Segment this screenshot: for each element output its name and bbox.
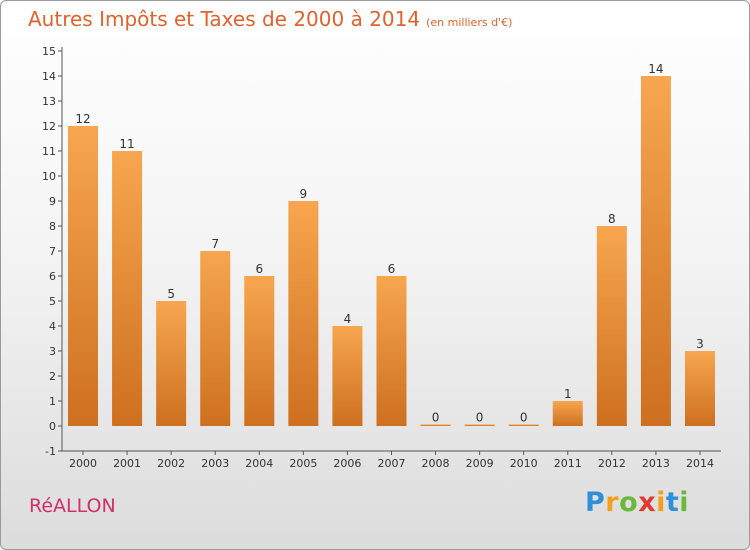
- logo-letter: o: [619, 487, 639, 518]
- x-tick-label: 2000: [69, 457, 97, 470]
- logo-letter: i: [656, 487, 666, 518]
- x-tick-label: 2007: [377, 457, 405, 470]
- bar: [508, 424, 539, 426]
- bar: [552, 401, 583, 426]
- data-label: 0: [476, 411, 484, 425]
- y-tick-label: 15: [42, 45, 56, 58]
- y-tick-label: 11: [42, 145, 56, 158]
- bar: [112, 151, 143, 426]
- y-tick-label: 1: [49, 395, 56, 408]
- bar: [68, 126, 98, 426]
- data-label: 1: [564, 387, 572, 401]
- bar: [596, 226, 627, 426]
- data-label: 6: [255, 262, 263, 276]
- x-tick-label: 2003: [201, 457, 229, 470]
- bar: [640, 76, 671, 426]
- y-tick-label: 13: [42, 95, 56, 108]
- data-label: 12: [75, 112, 90, 126]
- x-tick-label: 2010: [510, 457, 538, 470]
- data-label: 5: [167, 287, 175, 301]
- logo-letter: t: [665, 487, 680, 518]
- bar: [156, 301, 187, 426]
- bar: [200, 251, 231, 426]
- bar: [420, 424, 451, 426]
- x-tick-label: 2005: [289, 457, 317, 470]
- y-tick-label: 8: [49, 220, 56, 233]
- y-tick-label: 7: [49, 245, 56, 258]
- x-tick-label: 2009: [466, 457, 494, 470]
- x-tick-label: 2012: [598, 457, 626, 470]
- x-tick-label: 2008: [422, 457, 450, 470]
- y-tick-label: 5: [49, 295, 56, 308]
- bar: [288, 201, 319, 426]
- bar: [376, 276, 407, 426]
- data-label: 8: [608, 212, 616, 226]
- commune-name: RéALLON: [29, 495, 116, 517]
- value-labels: 12 11 5 7 6 9 4 6 0 0 0 1 8 14 3: [75, 62, 703, 425]
- y-tick-label: 12: [42, 120, 56, 133]
- x-tick-label: 2013: [642, 457, 670, 470]
- bar: [332, 326, 363, 426]
- y-tick-label: -1: [45, 445, 56, 458]
- x-tick-label: 2004: [245, 457, 273, 470]
- y-tick-label: 4: [49, 320, 56, 333]
- x-tick-label: 2011: [554, 457, 582, 470]
- data-label: 14: [648, 62, 663, 76]
- x-tick-label: 2001: [113, 457, 141, 470]
- data-label: 11: [119, 137, 134, 151]
- bar: [464, 424, 495, 426]
- bars: [68, 76, 715, 426]
- chart-unit: (en milliers d'€): [426, 16, 513, 29]
- chart-title-text: Autres Impôts et Taxes de 2000 à 2014: [28, 7, 421, 31]
- y-tick-label: 14: [42, 70, 56, 83]
- y-tick-label: 10: [42, 170, 56, 183]
- proxiti-logo: Proxiti: [585, 487, 689, 518]
- data-label: 4: [344, 312, 352, 326]
- data-label: 3: [696, 337, 704, 351]
- data-label: 7: [211, 237, 219, 251]
- x-tick-label: 2002: [157, 457, 185, 470]
- logo-letter: r: [605, 487, 620, 518]
- x-tick-label: 2006: [333, 457, 361, 470]
- y-tick-label: 6: [49, 270, 56, 283]
- data-label: 6: [388, 262, 396, 276]
- y-tick-label: 0: [49, 420, 56, 433]
- data-label: 0: [520, 411, 528, 425]
- bar: [684, 351, 715, 426]
- data-label: 0: [432, 411, 440, 425]
- logo-letter: x: [638, 487, 657, 518]
- x-tick-label: 2014: [686, 457, 714, 470]
- logo-letter: P: [585, 487, 606, 518]
- y-tick-label: 9: [49, 195, 56, 208]
- data-label: 9: [300, 187, 308, 201]
- chart-title: Autres Impôts et Taxes de 2000 à 2014 (en…: [28, 7, 512, 31]
- y-tick-label: 3: [49, 345, 56, 358]
- y-tick-label: 2: [49, 370, 56, 383]
- bar: [244, 276, 275, 426]
- logo-letter: i: [679, 487, 690, 518]
